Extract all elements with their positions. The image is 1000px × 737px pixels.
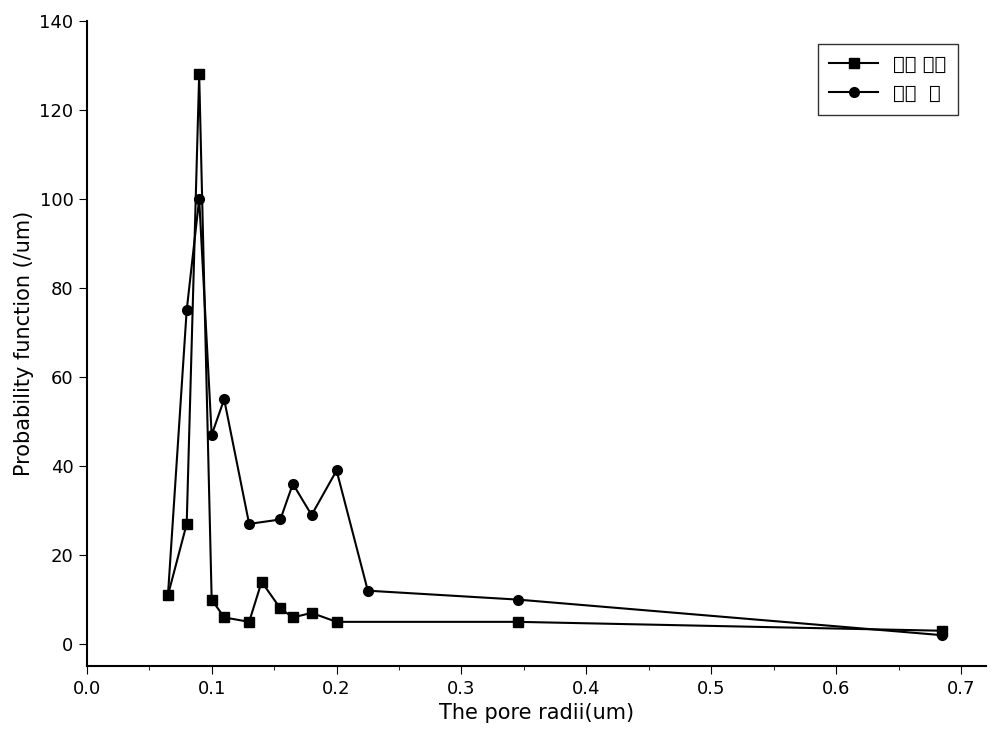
Y-axis label: Probability function (/um): Probability function (/um) (14, 211, 34, 476)
Legend: 实施 例二, 对比  例: 实施 例二, 对比 例 (818, 43, 958, 114)
X-axis label: The pore radii(um): The pore radii(um) (439, 703, 634, 723)
